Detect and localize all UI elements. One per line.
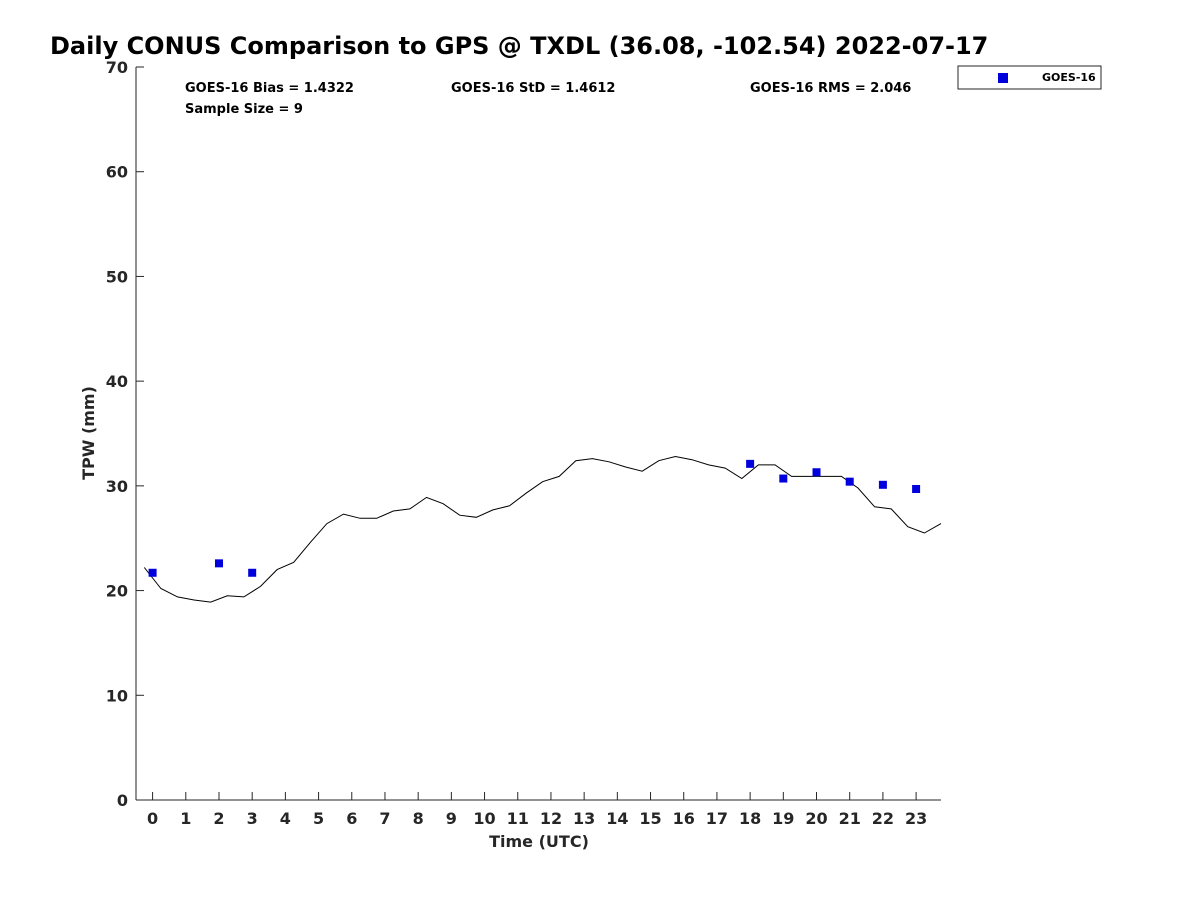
goes16-point: [912, 484, 921, 493]
goes16-series: [148, 459, 921, 577]
x-tick-label: 11: [507, 809, 529, 828]
x-tick-label: 10: [473, 809, 495, 828]
goes16-point: [746, 459, 755, 468]
x-tick-label: 2: [213, 809, 224, 828]
x-axis-ticks: 0 1 2 3 4 5 6 7 8 9 10 11 12 13 14 15 16 17 18 19 20 21 22 23: [147, 792, 927, 828]
goes16-point: [845, 477, 854, 486]
x-tick-label: 5: [313, 809, 324, 828]
x-tick-label: 18: [739, 809, 761, 828]
x-tick-label: 6: [346, 809, 357, 828]
x-tick-label: 22: [872, 809, 894, 828]
chart-title: Daily CONUS Comparison to GPS @ TXDL (36…: [50, 32, 988, 60]
x-tick-label: 1: [180, 809, 191, 828]
x-tick-label: 14: [606, 809, 628, 828]
stat-rms: GOES-16 RMS = 2.046: [750, 81, 911, 96]
goes16-point: [214, 559, 223, 568]
x-tick-label: 15: [639, 809, 661, 828]
goes16-point: [779, 474, 788, 483]
y-axis-label: TPW (mm): [79, 386, 98, 480]
y-tick-label: 60: [106, 163, 128, 182]
x-tick-label: 19: [772, 809, 794, 828]
stat-bias: GOES-16 Bias = 1.4322: [185, 81, 354, 96]
x-tick-label: 23: [905, 809, 927, 828]
stat-sample-size: Sample Size = 9: [185, 102, 303, 117]
legend: GOES-16: [957, 65, 1102, 90]
goes16-point: [812, 468, 821, 477]
gps-line: [143, 455, 942, 603]
x-tick-label: 17: [706, 809, 728, 828]
goes16-point: [248, 568, 257, 577]
y-tick-label: 50: [106, 267, 128, 286]
x-tick-label: 7: [379, 809, 390, 828]
x-tick-label: 8: [413, 809, 424, 828]
x-tick-label: 16: [673, 809, 695, 828]
legend-marker-goes16: [998, 73, 1008, 83]
legend-label-goes16: GOES-16: [1042, 71, 1096, 84]
goes16-point: [878, 480, 887, 489]
goes16-point: [148, 568, 157, 577]
y-tick-label: 30: [106, 477, 128, 496]
x-tick-label: 20: [805, 809, 827, 828]
y-tick-label: 20: [106, 582, 128, 601]
y-tick-label: 10: [106, 686, 128, 705]
x-tick-label: 9: [446, 809, 457, 828]
y-tick-label: 40: [106, 372, 128, 391]
legend-box: [957, 65, 1102, 90]
x-axis-label: Time (UTC): [489, 832, 589, 851]
stat-std: GOES-16 StD = 1.4612: [451, 81, 615, 96]
y-tick-label: 0: [117, 791, 128, 810]
x-tick-label: 13: [573, 809, 595, 828]
y-tick-label: 70: [106, 58, 128, 77]
x-tick-label: 12: [540, 809, 562, 828]
x-tick-label: 4: [280, 809, 291, 828]
x-tick-label: 21: [839, 809, 861, 828]
plot-axes: [135, 67, 941, 801]
x-tick-label: 0: [147, 809, 158, 828]
gps-series: [143, 455, 942, 603]
x-tick-label: 3: [247, 809, 258, 828]
y-axis-ticks: 0 10 20 30 40 50 60 70: [106, 58, 144, 810]
